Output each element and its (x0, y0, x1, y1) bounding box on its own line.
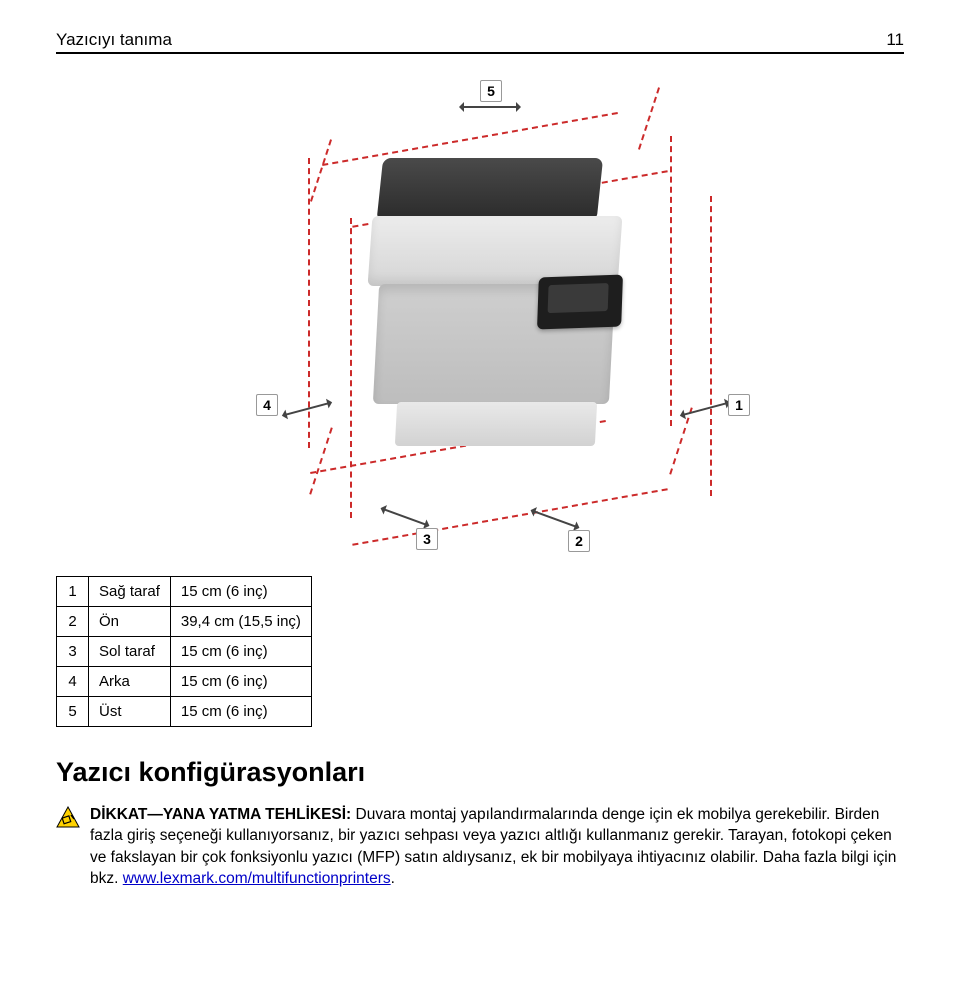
row-side: Üst (89, 697, 171, 727)
row-side: Ön (89, 607, 171, 637)
more-info-link[interactable]: www.lexmark.com/multifunctionprinters (123, 870, 391, 887)
section-heading: Yazıcı konfigürasyonları (56, 757, 904, 788)
table-row: 1 Sağ taraf 15 cm (6 inç) (57, 577, 312, 607)
header-title: Yazıcıyı tanıma (56, 30, 172, 50)
row-idx: 2 (57, 607, 89, 637)
table-row: 2 Ön 39,4 cm (15,5 inç) (57, 607, 312, 637)
row-val: 15 cm (6 inç) (170, 697, 311, 727)
row-val: 15 cm (6 inç) (170, 637, 311, 667)
row-idx: 4 (57, 667, 89, 697)
dim-label-1: 1 (728, 394, 750, 416)
table-row: 4 Arka 15 cm (6 inç) (57, 667, 312, 697)
dim-label-2: 2 (568, 530, 590, 552)
row-idx: 3 (57, 637, 89, 667)
caution-text: DİKKAT—YANA YATMA TEHLİKESİ: Duvara mont… (90, 804, 904, 890)
row-val: 15 cm (6 inç) (170, 667, 311, 697)
caution-block: DİKKAT—YANA YATMA TEHLİKESİ: Duvara mont… (56, 804, 904, 890)
row-side: Sağ taraf (89, 577, 171, 607)
row-idx: 5 (57, 697, 89, 727)
dim-label-3: 3 (416, 528, 438, 550)
caution-label: DİKKAT—YANA YATMA TEHLİKESİ: (90, 806, 356, 823)
row-val: 15 cm (6 inç) (170, 577, 311, 607)
row-side: Arka (89, 667, 171, 697)
tip-over-warning-icon (56, 806, 80, 828)
page-header: Yazıcıyı tanıma 11 (56, 30, 904, 54)
row-idx: 1 (57, 577, 89, 607)
table-row: 3 Sol taraf 15 cm (6 inç) (57, 637, 312, 667)
clearance-table: 1 Sağ taraf 15 cm (6 inç) 2 Ön 39,4 cm (… (56, 576, 312, 727)
dim-label-4: 4 (256, 394, 278, 416)
printer-illustration (370, 158, 620, 458)
caution-trailing: . (391, 870, 395, 887)
header-page-number: 11 (886, 30, 904, 50)
row-val: 39,4 cm (15,5 inç) (170, 607, 311, 637)
clearance-figure: 5 1 2 3 4 (56, 78, 904, 548)
row-side: Sol taraf (89, 637, 171, 667)
table-row: 5 Üst 15 cm (6 inç) (57, 697, 312, 727)
dim-label-5: 5 (480, 80, 502, 102)
